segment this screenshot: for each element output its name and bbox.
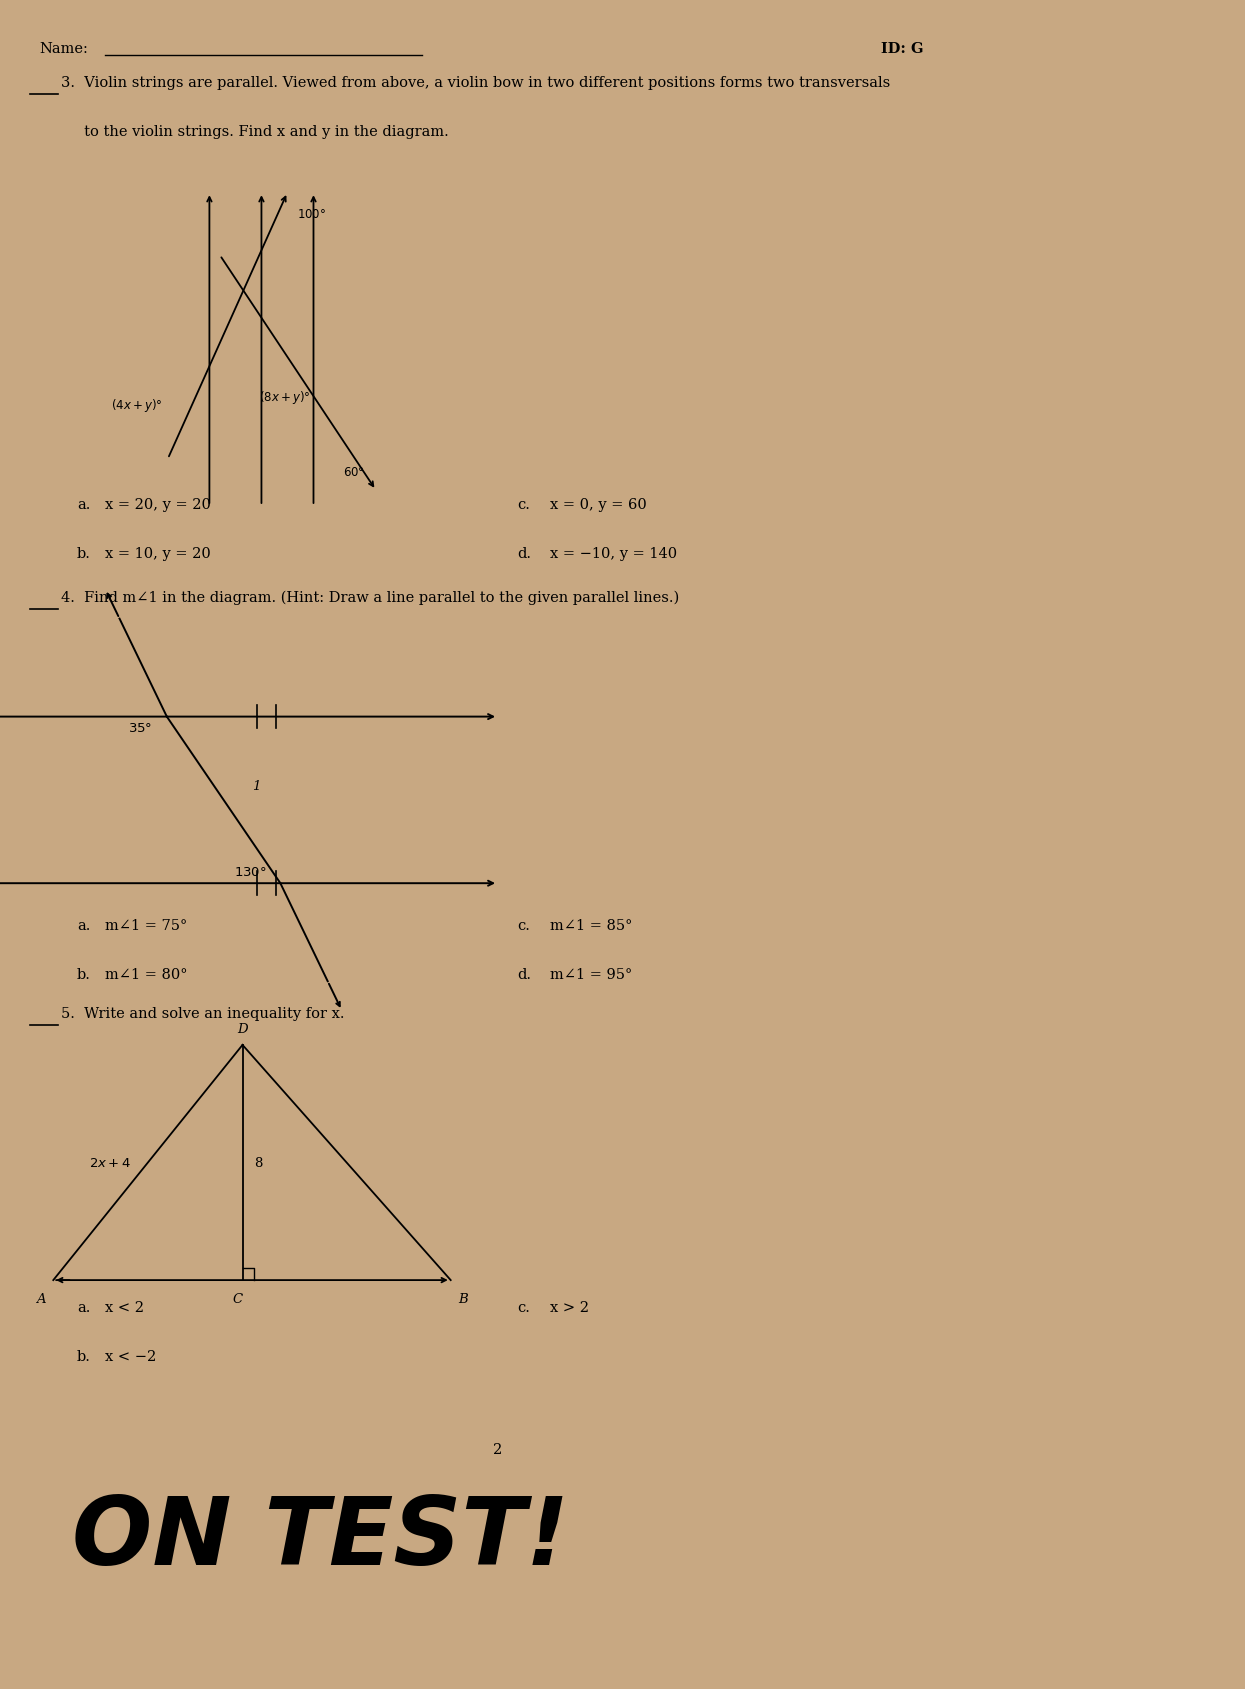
Text: ID: G: ID: G (881, 42, 924, 56)
Text: $60°$: $60°$ (342, 466, 365, 480)
Text: 2: 2 (493, 1442, 503, 1456)
Text: d.: d. (517, 547, 530, 561)
Text: m∠1 = 95°: m∠1 = 95° (550, 968, 632, 981)
Text: to the violin strings. Find x and y in the diagram.: to the violin strings. Find x and y in t… (61, 125, 448, 138)
Text: x = 20, y = 20: x = 20, y = 20 (106, 498, 212, 512)
Text: 5.  Write and solve an inequality for x.: 5. Write and solve an inequality for x. (61, 1007, 345, 1020)
Text: $(8x+y)°$: $(8x+y)°$ (259, 388, 310, 405)
Text: 1: 1 (251, 779, 260, 792)
Text: b.: b. (77, 547, 91, 561)
Text: $130°$: $130°$ (234, 866, 266, 878)
Text: B: B (458, 1292, 468, 1306)
Text: $2x+4$: $2x+4$ (88, 1157, 131, 1169)
Text: $100°$: $100°$ (298, 208, 326, 221)
Text: D: D (238, 1022, 248, 1035)
Text: $35°$: $35°$ (128, 723, 153, 735)
Text: $(4x+y)°$: $(4x+y)°$ (111, 397, 163, 414)
Text: Name:: Name: (39, 42, 88, 56)
Text: x < 2: x < 2 (106, 1301, 144, 1314)
Text: a.: a. (77, 1301, 91, 1314)
Text: x = 10, y = 20: x = 10, y = 20 (106, 547, 212, 561)
Text: b.: b. (77, 968, 91, 981)
Text: c.: c. (517, 498, 530, 512)
Text: x = −10, y = 140: x = −10, y = 140 (550, 547, 677, 561)
Text: c.: c. (517, 919, 530, 932)
Text: m∠1 = 80°: m∠1 = 80° (106, 968, 188, 981)
Text: m∠1 = 75°: m∠1 = 75° (106, 919, 188, 932)
Text: x < −2: x < −2 (106, 1350, 157, 1363)
Text: 3.  Violin strings are parallel. Viewed from above, a violin bow in two differen: 3. Violin strings are parallel. Viewed f… (61, 76, 890, 90)
Text: d.: d. (517, 968, 530, 981)
Text: a.: a. (77, 919, 91, 932)
Text: 4.  Find m∠1 in the diagram. (Hint: Draw a line parallel to the given parallel l: 4. Find m∠1 in the diagram. (Hint: Draw … (61, 589, 679, 605)
Text: a.: a. (77, 498, 91, 512)
Text: c.: c. (517, 1301, 530, 1314)
Text: A: A (36, 1292, 46, 1306)
Text: b.: b. (77, 1350, 91, 1363)
Text: x = 0, y = 60: x = 0, y = 60 (550, 498, 647, 512)
Text: m∠1 = 85°: m∠1 = 85° (550, 919, 632, 932)
Text: x > 2: x > 2 (550, 1301, 589, 1314)
Text: ON TEST!: ON TEST! (72, 1491, 569, 1584)
Text: C: C (233, 1292, 243, 1306)
Text: 8: 8 (254, 1157, 263, 1169)
